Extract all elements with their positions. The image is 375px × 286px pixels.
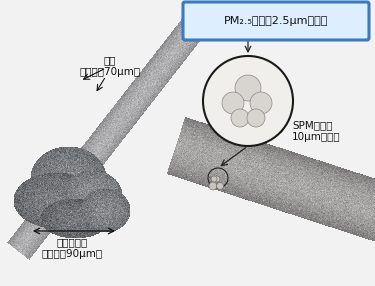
Circle shape bbox=[211, 176, 217, 182]
Circle shape bbox=[216, 182, 223, 190]
Text: SPM（粒径
10μm以下）: SPM（粒径 10μm以下） bbox=[292, 120, 340, 142]
Text: 人髮
（直径絀70μm）: 人髮 （直径絀70μm） bbox=[80, 55, 141, 77]
Circle shape bbox=[235, 75, 261, 101]
FancyBboxPatch shape bbox=[183, 2, 369, 40]
Circle shape bbox=[273, 122, 284, 134]
Text: PM₂.₅（粒径2.5μm以下）: PM₂.₅（粒径2.5μm以下） bbox=[224, 16, 328, 26]
Circle shape bbox=[250, 92, 272, 114]
Circle shape bbox=[209, 182, 217, 190]
Circle shape bbox=[203, 56, 293, 146]
Circle shape bbox=[222, 92, 244, 114]
Text: 海岐の細砂
（粒径絀90μm）: 海岐の細砂 （粒径絀90μm） bbox=[41, 237, 102, 259]
Circle shape bbox=[247, 109, 265, 127]
Circle shape bbox=[231, 109, 249, 127]
Circle shape bbox=[214, 176, 220, 182]
